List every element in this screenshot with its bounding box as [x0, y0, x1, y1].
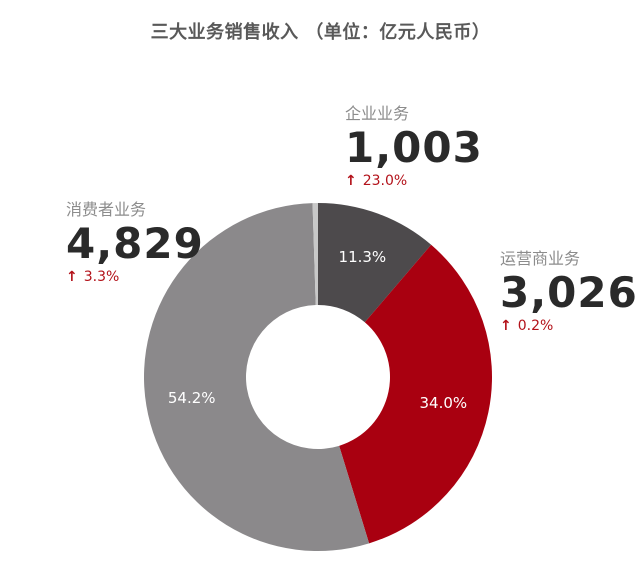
callout-value: 4,829	[66, 219, 204, 268]
slice-consumer	[143, 203, 370, 551]
callout-growth: ↑ 0.2%	[500, 317, 638, 335]
arrow-up-icon: ↑	[66, 269, 78, 285]
chart-title: 三大业务销售收入 （单位：亿元人民币）	[150, 22, 491, 43]
slice-percent-label: 11.3%	[339, 248, 387, 266]
slice-percent-label: 54.2%	[168, 389, 216, 407]
callout-value: 3,026	[500, 268, 638, 317]
callout-growth: ↑ 3.3%	[66, 268, 204, 286]
callout-consumer: 消费者业务 4,829 ↑ 3.3%	[66, 200, 204, 286]
arrow-up-icon: ↑	[500, 318, 512, 334]
callout-value: 1,003	[345, 123, 483, 172]
callout-enterprise: 企业业务 1,003 ↑ 23.0%	[345, 104, 483, 190]
slice-percent-label: 34.0%	[419, 394, 467, 412]
growth-value: 23.0%	[362, 173, 408, 189]
slice-carrier	[339, 244, 493, 544]
growth-value: 0.2%	[517, 318, 554, 334]
slice-other	[312, 203, 318, 306]
arrow-up-icon: ↑	[345, 173, 357, 189]
callout-name: 消费者业务	[66, 200, 147, 219]
callout-growth: ↑ 23.0%	[345, 172, 483, 190]
growth-value: 3.3%	[83, 269, 120, 285]
slice-enterprise	[318, 203, 432, 323]
callout-name: 运营商业务	[500, 249, 581, 268]
callout-carrier: 运营商业务 3,026 ↑ 0.2%	[500, 249, 638, 335]
callout-name: 企业业务	[345, 104, 410, 123]
